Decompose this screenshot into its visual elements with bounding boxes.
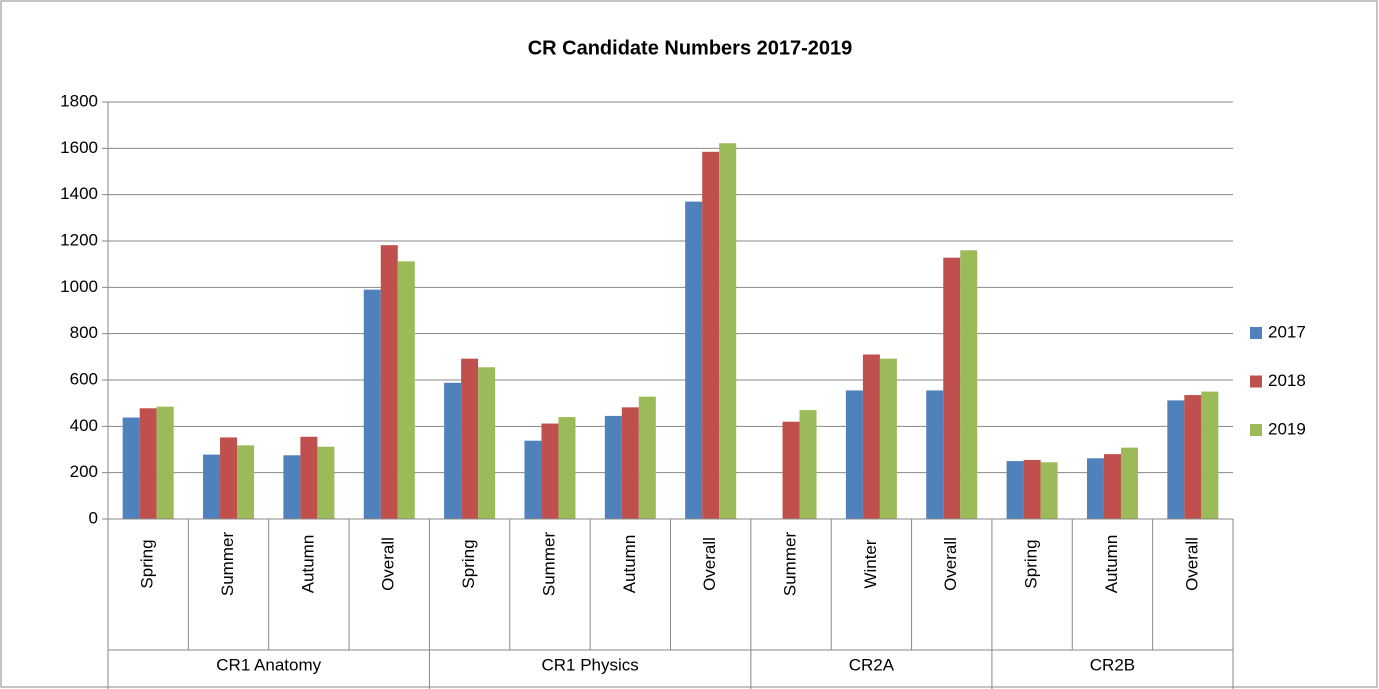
bar <box>461 358 479 519</box>
bar <box>1103 454 1121 519</box>
y-tick-label: 1600 <box>60 138 98 157</box>
group-label: CR1 Physics <box>541 655 638 674</box>
x-tick-label: Summer <box>539 532 558 597</box>
y-tick-label: 600 <box>70 369 98 388</box>
group-label: CR1 Anatomy <box>216 655 321 674</box>
bar <box>702 151 720 519</box>
legend-label: 2017 <box>1268 322 1306 341</box>
bar <box>685 201 703 519</box>
x-tick-label: Autumn <box>1102 535 1121 594</box>
bar <box>203 454 221 519</box>
chart-title: CR Candidate Numbers 2017-2019 <box>528 37 853 59</box>
x-tick-label: Overall <box>1182 537 1201 591</box>
bar <box>139 408 157 519</box>
group-label: CR2A <box>849 655 895 674</box>
x-tick-label: Spring <box>459 539 478 588</box>
x-tick-label: Summer <box>218 532 237 597</box>
y-tick-label: 400 <box>70 416 98 435</box>
y-tick-label: 1200 <box>60 230 98 249</box>
bar <box>478 367 496 519</box>
bar <box>782 421 800 519</box>
bar <box>879 358 897 519</box>
bar <box>621 407 639 519</box>
bar <box>638 396 656 519</box>
bar <box>943 257 961 519</box>
y-tick-label: 1000 <box>60 277 98 296</box>
bar <box>1184 395 1202 519</box>
bar <box>845 390 863 519</box>
y-tick-label: 1800 <box>60 91 98 110</box>
y-tick-label: 800 <box>70 323 98 342</box>
legend-swatch <box>1250 375 1262 388</box>
bar <box>862 354 880 519</box>
bar <box>1023 459 1041 519</box>
x-tick-label: Spring <box>1022 539 1041 588</box>
legend-swatch <box>1250 327 1262 339</box>
x-tick-label: Winter <box>861 539 880 588</box>
bar <box>524 440 542 519</box>
legend-label: 2019 <box>1268 419 1306 438</box>
bar <box>300 436 318 519</box>
bar <box>960 250 978 519</box>
x-tick-label: Summer <box>781 532 800 597</box>
bar <box>1167 400 1185 519</box>
bar <box>558 417 576 519</box>
bar <box>541 423 559 519</box>
x-tick-label: Autumn <box>620 535 639 594</box>
y-tick-label: 200 <box>70 462 98 481</box>
x-tick-label: Overall <box>379 537 398 591</box>
y-tick-label: 0 <box>89 508 98 527</box>
y-tick-label: 1400 <box>60 184 98 203</box>
x-tick-label: Spring <box>138 539 157 588</box>
bar <box>122 417 140 519</box>
bar <box>799 410 817 519</box>
bar <box>604 415 622 519</box>
bar <box>1040 462 1058 519</box>
bar <box>1120 447 1138 519</box>
legend-swatch <box>1250 424 1262 436</box>
bar <box>719 143 737 519</box>
x-tick-label: Overall <box>700 537 719 591</box>
bar <box>156 406 174 519</box>
x-tick-label: Overall <box>941 537 960 591</box>
bar <box>1201 391 1219 519</box>
bar <box>1086 458 1104 519</box>
bar <box>220 437 238 519</box>
legend-label: 2018 <box>1268 371 1306 390</box>
x-tick-label: Autumn <box>298 535 317 594</box>
bar <box>283 455 301 519</box>
bar <box>444 382 462 519</box>
bar <box>237 445 255 519</box>
bar <box>380 245 398 520</box>
bar <box>1006 461 1024 519</box>
bar <box>926 390 944 519</box>
group-label: CR2B <box>1090 655 1135 674</box>
bar <box>317 446 335 519</box>
bar <box>397 261 415 519</box>
bar <box>363 289 381 519</box>
